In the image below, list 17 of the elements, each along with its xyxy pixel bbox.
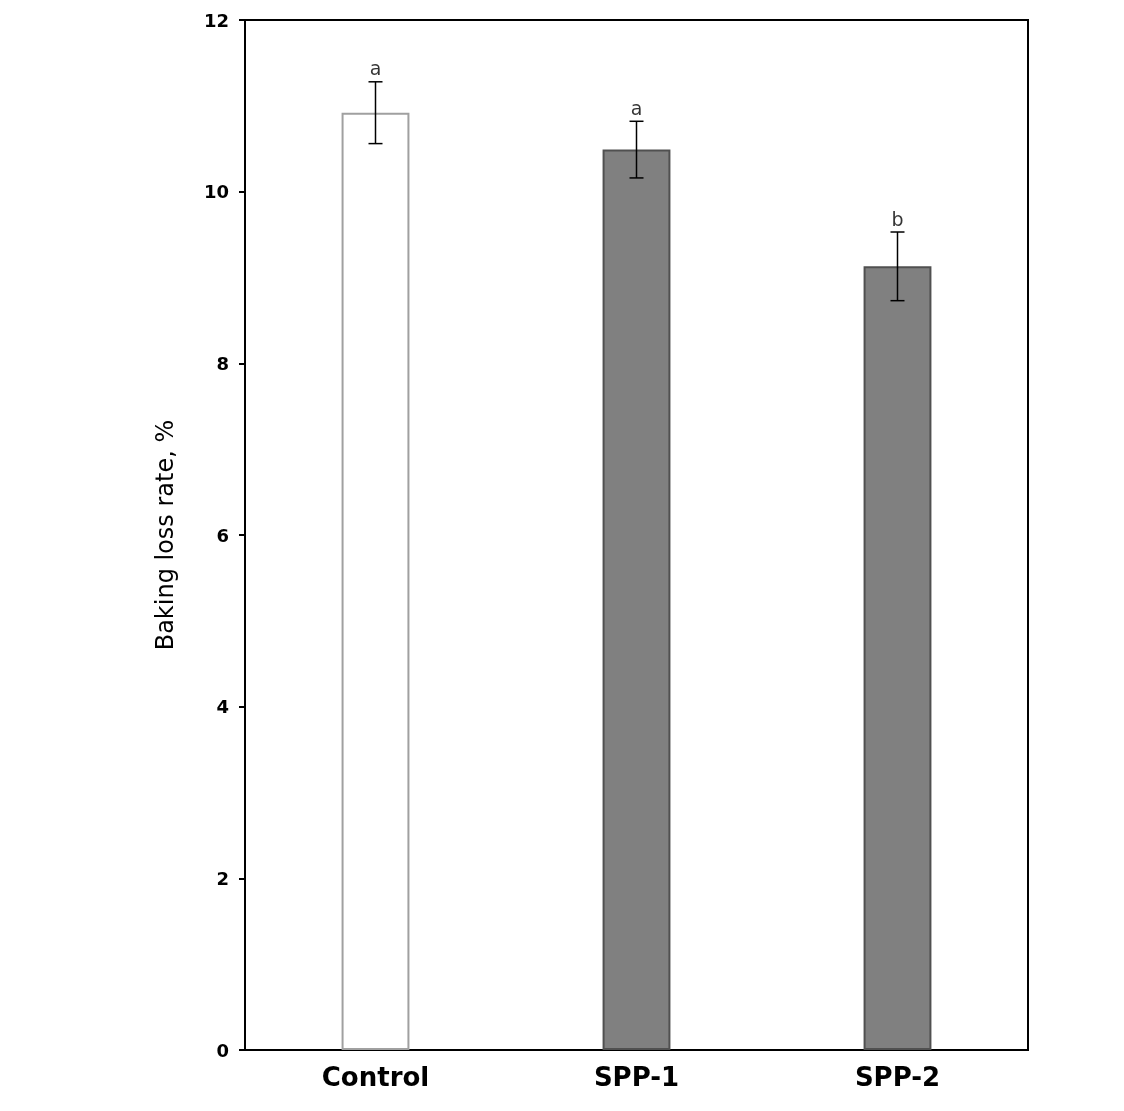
annotation: b xyxy=(891,207,904,230)
y-tick-label: 10 xyxy=(203,181,229,203)
y-tick-label: 6 xyxy=(216,524,229,546)
x-tick-label: SPP-1 xyxy=(593,1062,680,1092)
annotation: a xyxy=(369,57,382,80)
y-tick-label: 0 xyxy=(216,1039,229,1061)
y-tick-label: 12 xyxy=(203,9,229,31)
x-tick-label: SPP-2 xyxy=(854,1062,941,1092)
y-tick-label: 4 xyxy=(216,696,229,718)
y-axis-title: Baking loss rate, % xyxy=(151,419,179,651)
annotation: a xyxy=(630,96,643,119)
y-tick-label: 8 xyxy=(216,352,229,374)
bar xyxy=(863,266,932,1050)
bar xyxy=(341,112,410,1050)
bar xyxy=(602,149,671,1050)
x-tick-label: Control xyxy=(321,1062,430,1092)
y-tick-label: 2 xyxy=(216,867,229,889)
